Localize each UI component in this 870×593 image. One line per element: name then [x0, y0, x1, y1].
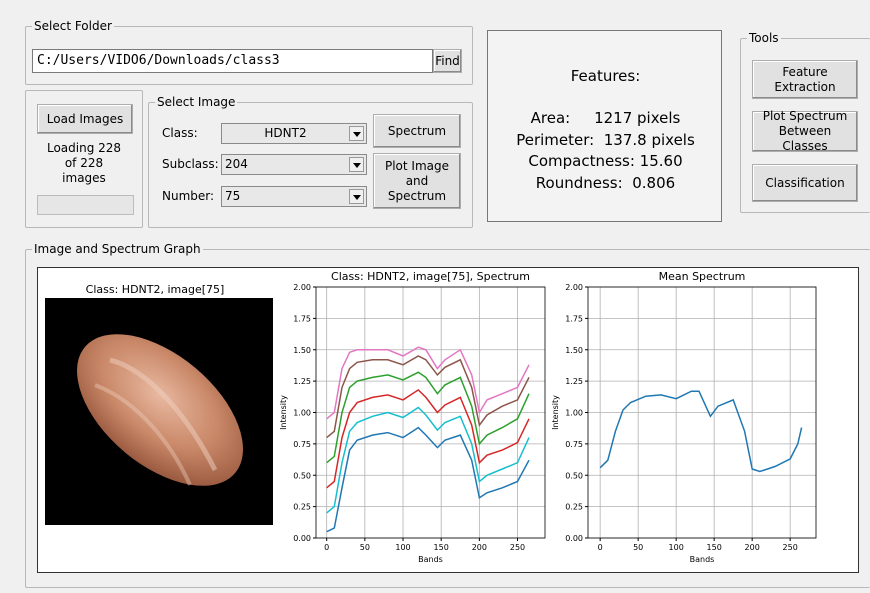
y-tick-label: 2.00 [565, 283, 583, 292]
x-tick-label: 0 [324, 543, 329, 552]
x-tick-label: 0 [598, 543, 603, 552]
y-tick-label: 1.50 [293, 346, 311, 355]
x-tick-label: 100 [395, 543, 410, 552]
x-tick-label: 150 [434, 543, 449, 552]
chart-title: Class: HDNT2, image[75], Spectrum [331, 270, 530, 283]
chart-title: Mean Spectrum [659, 270, 746, 283]
x-tick-label: 250 [510, 543, 525, 552]
y-axis-label: Intensity [279, 395, 288, 430]
y-tick-label: 0.75 [565, 440, 583, 449]
x-tick-label: 100 [669, 543, 684, 552]
y-tick-label: 0.00 [293, 534, 311, 543]
x-axis-label: Bands [690, 555, 715, 564]
y-tick-label: 0.75 [293, 440, 311, 449]
y-axis-label: Intensity [551, 395, 560, 430]
y-tick-label: 0.50 [565, 471, 583, 480]
x-tick-label: 200 [472, 543, 487, 552]
image-title: Class: HDNT2, image[75] [86, 283, 225, 296]
y-tick-label: 1.75 [293, 314, 311, 323]
y-tick-label: 1.50 [565, 346, 583, 355]
charts: Class: HDNT2, image[75] 0.00 0.25 0.50 0.75… [0, 0, 870, 593]
y-tick-label: 1.25 [293, 377, 311, 386]
y-tick-label: 0.25 [565, 503, 583, 512]
y-tick-label: 0.50 [293, 471, 311, 480]
y-tick-label: 1.75 [565, 314, 583, 323]
x-tick-label: 50 [633, 543, 643, 552]
x-tick-label: 200 [745, 543, 760, 552]
x-tick-label: 150 [707, 543, 722, 552]
x-axis-label: Bands [418, 555, 443, 564]
x-tick-label: 250 [783, 543, 798, 552]
y-tick-label: 1.25 [565, 377, 583, 386]
y-tick-label: 0.00 [565, 534, 583, 543]
app-window: { "select_folder": {"title": "Select Fol… [0, 0, 870, 593]
x-tick-label: 50 [360, 543, 370, 552]
y-tick-label: 0.25 [293, 503, 311, 512]
y-tick-label: 1.00 [565, 409, 583, 418]
y-tick-label: 1.00 [293, 409, 311, 418]
y-tick-label: 2.00 [293, 283, 311, 292]
